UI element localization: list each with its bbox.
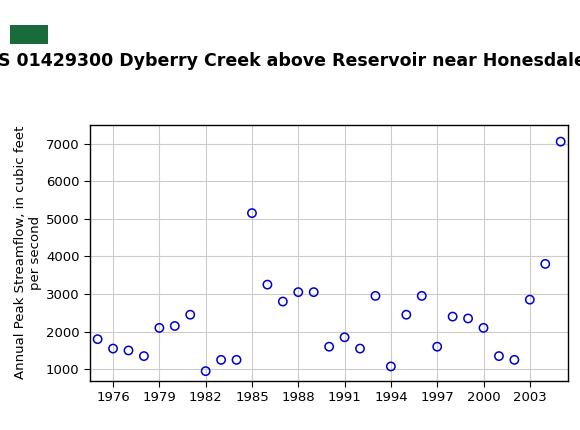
Point xyxy=(325,343,334,350)
Point xyxy=(448,313,457,320)
Point xyxy=(402,311,411,318)
Point xyxy=(433,343,442,350)
Point xyxy=(201,368,211,375)
Point xyxy=(186,311,195,318)
Point xyxy=(371,292,380,299)
Point xyxy=(293,289,303,295)
Point xyxy=(356,345,365,352)
Point xyxy=(216,356,226,363)
Point xyxy=(309,289,318,295)
Point xyxy=(263,281,272,288)
Point xyxy=(525,296,534,303)
Text: USGS 01429300 Dyberry Creek above Reservoir near Honesdale, PA: USGS 01429300 Dyberry Creek above Reserv… xyxy=(0,52,580,70)
Point xyxy=(494,353,503,359)
Point xyxy=(139,353,148,359)
Point xyxy=(340,334,349,341)
Point xyxy=(155,324,164,331)
Point xyxy=(170,322,179,329)
Bar xyxy=(10,6,48,43)
Point xyxy=(510,356,519,363)
Bar xyxy=(10,25,48,43)
Point xyxy=(108,345,118,352)
Point xyxy=(278,298,288,305)
Point xyxy=(232,356,241,363)
Text: USGS: USGS xyxy=(57,15,121,35)
Point xyxy=(247,210,256,217)
Point xyxy=(417,292,426,299)
Y-axis label: Annual Peak Streamflow, in cubic feet
per second: Annual Peak Streamflow, in cubic feet pe… xyxy=(14,126,42,379)
Point xyxy=(93,336,102,343)
Point xyxy=(463,315,473,322)
Point xyxy=(479,324,488,331)
Point xyxy=(124,347,133,354)
Point xyxy=(386,363,396,370)
Point xyxy=(556,138,566,145)
Point xyxy=(541,261,550,267)
